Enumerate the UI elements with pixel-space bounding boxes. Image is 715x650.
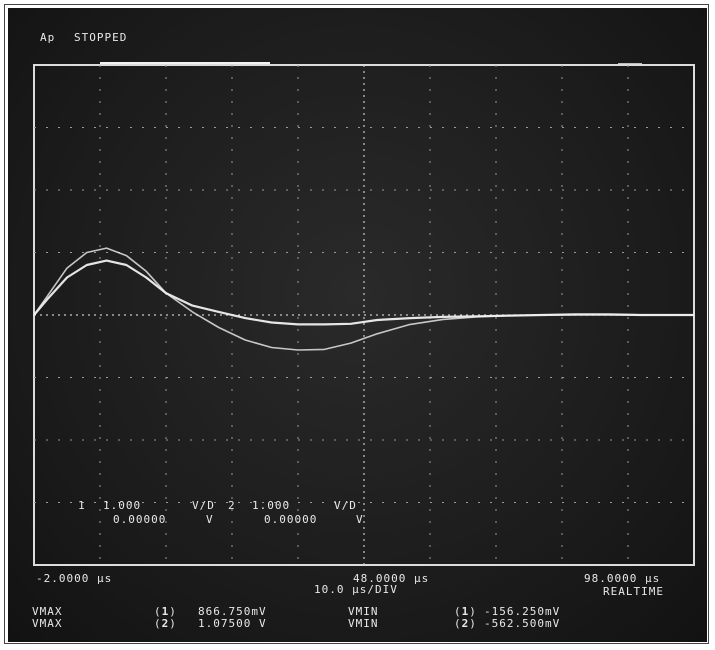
traces <box>33 247 694 351</box>
meas2-min-label: VMIN <box>348 617 379 630</box>
meas2-min-channel: (2) <box>454 617 477 630</box>
meas2-label: VMAX <box>32 617 63 630</box>
time-right: 98.0000 µs <box>584 572 661 585</box>
record-position-bar <box>100 62 270 65</box>
meas1-label: VMAX <box>32 605 63 618</box>
ch1-offset-unit: V <box>206 513 214 526</box>
oscilloscope-screen: Ap STOPPED 1 1.000 V/D 2 1.000 V/D 0.000… <box>8 8 707 642</box>
meas1-channel-number: 1 <box>161 605 170 618</box>
meas1-min-channel: (1) <box>454 605 477 618</box>
ch1-scale: 1.000 <box>103 499 142 512</box>
meas2-channel-number: 2 <box>161 617 170 630</box>
acquisition-mode: REALTIME <box>603 585 664 598</box>
time-per-div: 10.0 µs/DIV <box>314 583 398 596</box>
meas1-min-channel-number: 1 <box>461 605 470 618</box>
meas2-value: 1.07500 V <box>198 617 267 630</box>
meas2-min-channel-number: 2 <box>461 617 470 630</box>
time-left: -2.0000 µs <box>36 572 113 585</box>
ch1-offset: 0.00000 <box>113 513 167 526</box>
ch2-scale: 1.000 <box>252 499 291 512</box>
ch2-offset: 0.00000 <box>264 513 318 526</box>
time-center: 48.0000 µs <box>353 572 430 585</box>
waveform-display <box>33 64 695 566</box>
meas1-channel: (1) <box>154 605 177 618</box>
meas1-min-label: VMIN <box>348 605 379 618</box>
ch2-marker: 2 <box>228 499 236 512</box>
meas2-min-value: -562.500mV <box>484 617 561 630</box>
ch2-offset-unit: V <box>356 513 364 526</box>
graticule-grid <box>34 65 694 565</box>
ch2-unit: V/D <box>334 499 357 512</box>
ch1-marker: 1 <box>78 499 86 512</box>
ch1-unit: V/D <box>192 499 215 512</box>
trace-channel-2 <box>33 247 694 351</box>
meas1-min-value: -156.250mV <box>484 605 561 618</box>
status-stopped: STOPPED <box>74 31 128 44</box>
meas2-channel: (2) <box>154 617 177 630</box>
mode-prefix: Ap <box>40 31 56 44</box>
meas1-value: 866.750mV <box>198 605 267 618</box>
